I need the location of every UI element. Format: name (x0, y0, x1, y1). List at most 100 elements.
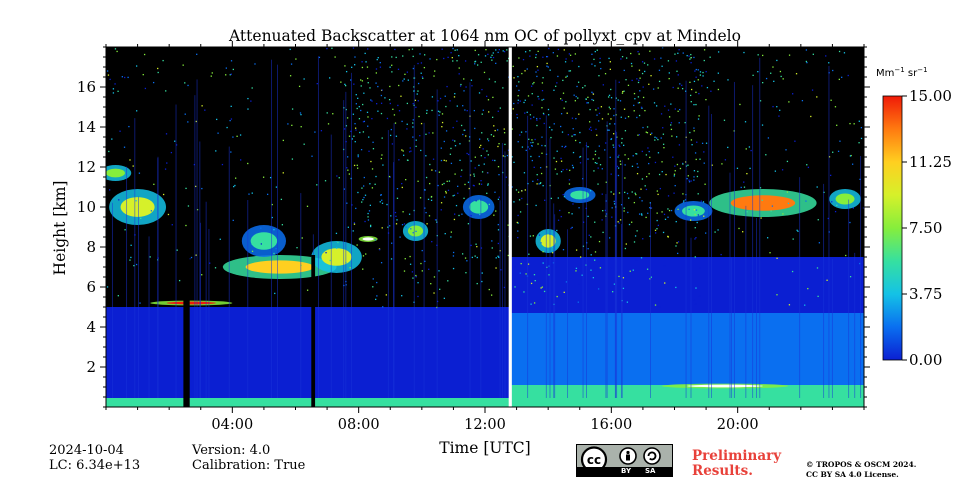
noise-pixel (616, 165, 619, 168)
noise-pixel (594, 150, 597, 152)
noise-pixel (124, 76, 126, 79)
noise-pixel (480, 144, 482, 147)
profile-streak (650, 202, 651, 398)
noise-pixel (487, 138, 489, 140)
noise-pixel (440, 202, 443, 204)
noise-pixel (356, 244, 358, 246)
noise-pixel (112, 92, 115, 94)
noise-pixel (552, 52, 554, 54)
noise-pixel (674, 108, 676, 110)
noise-pixel (474, 49, 476, 52)
noise-pixel (390, 258, 393, 260)
noise-pixel (376, 103, 378, 105)
noise-pixel (817, 219, 819, 221)
noise-pixel (624, 130, 627, 132)
noise-pixel (563, 49, 565, 51)
noise-pixel (287, 123, 289, 125)
noise-pixel (480, 183, 483, 185)
noise-pixel (613, 203, 616, 205)
noise-pixel (366, 111, 369, 114)
noise-pixel (467, 223, 470, 225)
noise-pixel (695, 158, 697, 161)
noise-pixel (440, 147, 442, 149)
profile-streak (469, 82, 471, 398)
noise-pixel (380, 112, 383, 115)
noise-pixel (644, 185, 646, 187)
noise-pixel (591, 91, 593, 93)
noise-pixel (226, 126, 228, 129)
noise-pixel (362, 255, 365, 257)
noise-pixel (537, 143, 539, 145)
noise-pixel (794, 140, 796, 142)
noise-pixel (262, 176, 265, 178)
noise-pixel (557, 48, 560, 51)
noise-pixel (648, 83, 650, 85)
noise-pixel (703, 215, 705, 217)
noise-pixel (546, 55, 549, 58)
noise-pixel (487, 172, 489, 174)
noise-pixel (481, 272, 483, 274)
noise-pixel (316, 184, 318, 186)
noise-pixel (401, 186, 403, 189)
noise-pixel (483, 71, 486, 74)
noise-pixel (654, 229, 657, 231)
noise-pixel (455, 204, 458, 207)
noise-pixel (660, 113, 663, 115)
noise-pixel (421, 270, 423, 272)
noise-pixel (108, 189, 111, 191)
noise-pixel (601, 118, 604, 120)
noise-pixel (556, 55, 559, 57)
profile-streak (387, 130, 389, 398)
noise-pixel (571, 117, 574, 119)
noise-pixel (663, 265, 666, 267)
noise-pixel (670, 124, 672, 126)
noise-pixel (530, 85, 533, 87)
noise-pixel (776, 257, 778, 259)
noise-pixel (562, 249, 565, 251)
noise-pixel (589, 108, 591, 111)
noise-pixel (109, 78, 111, 81)
noise-pixel (595, 109, 597, 111)
noise-pixel (467, 153, 470, 156)
noise-pixel (841, 76, 843, 78)
noise-pixel (648, 162, 650, 165)
noise-pixel (281, 224, 284, 226)
noise-pixel (326, 112, 328, 114)
noise-pixel (176, 249, 178, 251)
noise-pixel (688, 208, 690, 210)
noise-pixel (593, 170, 595, 172)
noise-pixel (362, 185, 365, 187)
noise-pixel (494, 129, 496, 132)
noise-pixel (306, 289, 309, 291)
noise-pixel (401, 120, 403, 123)
noise-pixel (517, 99, 519, 101)
noise-pixel (746, 172, 748, 175)
noise-pixel (797, 256, 799, 259)
noise-pixel (859, 178, 861, 181)
noise-pixel (370, 160, 372, 163)
noise-pixel (491, 247, 493, 249)
noise-pixel (425, 133, 427, 135)
noise-pixel (610, 118, 612, 120)
noise-pixel (471, 85, 473, 87)
profile-streak (567, 229, 569, 398)
noise-pixel (405, 226, 407, 228)
noise-pixel (349, 267, 351, 269)
noise-pixel (672, 86, 674, 89)
noise-pixel (560, 170, 563, 173)
noise-pixel (211, 72, 213, 74)
noise-pixel (143, 53, 146, 56)
noise-pixel (559, 209, 561, 212)
noise-pixel (487, 183, 489, 185)
noise-pixel (430, 195, 433, 198)
noise-pixel (524, 99, 526, 101)
noise-pixel (490, 134, 493, 136)
noise-pixel (785, 149, 787, 151)
noise-pixel (517, 141, 519, 143)
noise-pixel (175, 144, 178, 146)
noise-pixel (629, 270, 631, 272)
noise-pixel (542, 251, 544, 253)
noise-pixel (610, 88, 612, 91)
noise-pixel (640, 188, 642, 190)
noise-pixel (576, 85, 578, 88)
